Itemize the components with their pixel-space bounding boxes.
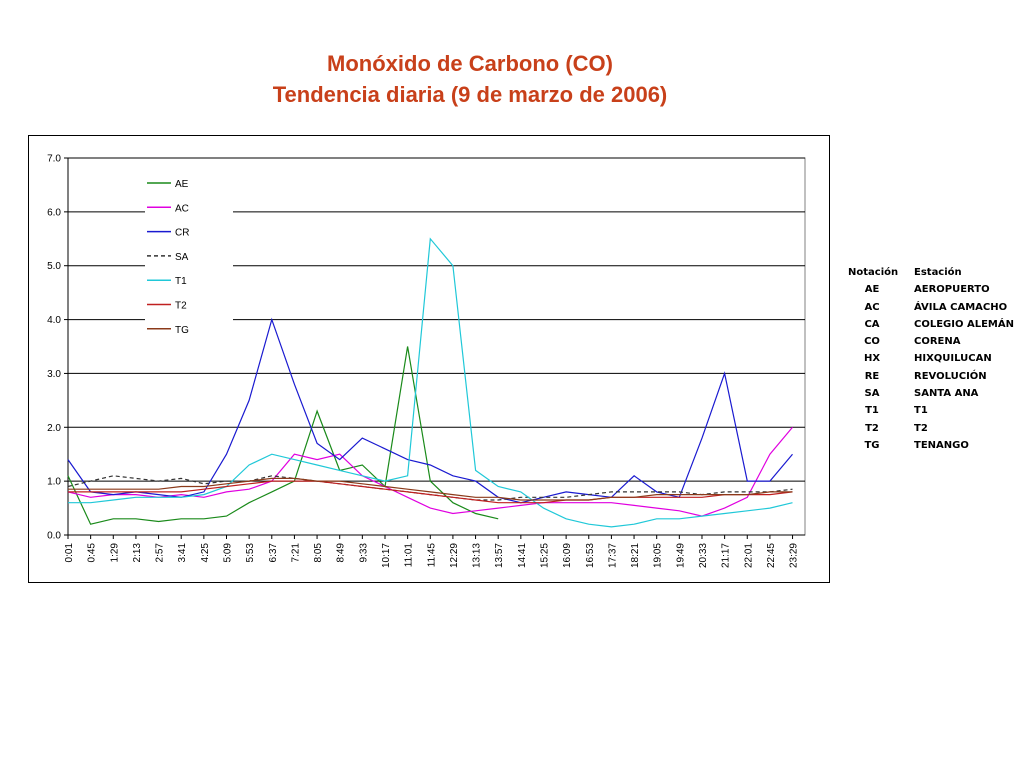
station-code: RE — [864, 370, 880, 382]
x-tick-label: 10:17 — [381, 543, 392, 568]
x-tick-label: 22:01 — [743, 543, 754, 568]
station-name: COLEGIO ALEMÁN — [914, 318, 1014, 330]
x-tick-label: 1:29 — [109, 543, 120, 563]
series-line-ac — [67, 426, 793, 517]
x-tick-label: 19:05 — [653, 543, 664, 568]
chart-svg: 0.0 1.0 2.0 3.0 4.0 5.0 6.0 7.0 0:01 0:45 1:29 2:13… — [47, 154, 806, 568]
series-line-ae — [67, 346, 499, 525]
legend-label-t2: T2 — [175, 301, 187, 312]
station-name: HIXQUILUCAN — [914, 353, 992, 365]
station-name: REVOLUCIÓN — [914, 370, 987, 382]
x-tick-label: 7:21 — [290, 543, 301, 563]
legend-box — [145, 169, 233, 344]
x-tick-label: 22:45 — [766, 543, 777, 568]
legend-label-t1: T1 — [175, 276, 187, 287]
x-tick-label: 19:49 — [675, 543, 686, 568]
x-tick-label: 4:25 — [200, 543, 211, 563]
legend-label-ae: AE — [175, 179, 189, 190]
station-name: CORENA — [914, 336, 961, 348]
x-tick-label: 16:53 — [585, 543, 596, 568]
station-name: T2 — [914, 422, 928, 434]
x-tick-label: 18:21 — [630, 543, 641, 568]
station-code: AC — [864, 301, 880, 313]
x-tick-label: 17:37 — [607, 543, 618, 568]
station-name: SANTA ANA — [914, 388, 979, 400]
x-tick-label: 5:53 — [245, 543, 256, 563]
x-tick-label: 14:41 — [517, 543, 528, 568]
legend-label-ac: AC — [175, 203, 189, 214]
chart-frame: 0.0 1.0 2.0 3.0 4.0 5.0 6.0 7.0 0:01 0:45 1:29 2:13… — [28, 135, 830, 583]
chart-title-line2: Tendencia diaria (9 de marzo de 2006) — [272, 82, 668, 107]
x-tick-label: 0:01 — [64, 543, 75, 563]
series-line-t2 — [68, 480, 793, 504]
x-tick-label: 13:13 — [472, 543, 483, 568]
station-code: CO — [864, 336, 880, 348]
y-tick-label: 5.0 — [47, 261, 61, 272]
y-tick-label: 0.0 — [47, 531, 61, 542]
header-code: Notación — [848, 267, 899, 278]
x-tick-label: 15:25 — [539, 543, 550, 568]
legend-label-tg: TG — [175, 325, 189, 336]
series-line-cr — [67, 317, 793, 504]
y-tick-label: 4.0 — [47, 315, 61, 326]
y-tick-label: 6.0 — [47, 207, 61, 218]
legend-label-sa: SA — [175, 252, 189, 263]
y-tick-label: 1.0 — [47, 477, 61, 488]
x-tick-label: 2:13 — [132, 543, 143, 563]
header-name: Estación — [914, 267, 962, 278]
series-line-t1 — [68, 237, 793, 528]
x-tick-label: 9:33 — [358, 543, 369, 563]
y-tick-label: 7.0 — [47, 154, 61, 165]
station-code: HX — [863, 353, 881, 365]
y-tick-label: 3.0 — [47, 369, 61, 380]
x-tick-label: 8:49 — [336, 543, 347, 563]
station-name: ÁVILA CAMACHO — [914, 301, 1008, 313]
x-tick-label: 13:57 — [494, 543, 505, 568]
station-code: TG — [864, 439, 880, 451]
station-name: TENANGO — [914, 439, 969, 451]
station-code: SA — [864, 388, 880, 400]
x-tick-label: 12:29 — [449, 543, 460, 568]
x-tick-label: 21:17 — [721, 543, 732, 568]
x-tick-label: 11:01 — [404, 543, 415, 568]
station-code: T1 — [865, 405, 879, 417]
x-tick-label: 5:09 — [222, 543, 233, 563]
station-code: CA — [864, 318, 880, 330]
x-tick-label: 23:29 — [789, 543, 800, 568]
x-tick-label: 3:41 — [177, 543, 188, 563]
x-tick-label: 8:05 — [313, 543, 324, 563]
y-tick-label: 2.0 — [47, 423, 61, 434]
x-tick-label: 20:33 — [698, 543, 709, 568]
series-line-tg — [68, 477, 793, 501]
x-tick-label: 6:37 — [268, 543, 279, 563]
station-name: AEROPUERTO — [914, 284, 990, 296]
x-tick-label: 2:57 — [155, 543, 166, 563]
chart-title-line1: Monóxido de Carbono (CO) — [327, 51, 613, 76]
legend-label-cr: CR — [175, 228, 189, 239]
x-tick-label: 16:09 — [562, 543, 573, 568]
station-name: T1 — [914, 405, 928, 417]
x-tick-label: 11:45 — [426, 543, 437, 568]
station-code: AE — [864, 284, 880, 296]
x-tick-label: 0:45 — [87, 543, 98, 563]
station-code: T2 — [865, 422, 879, 434]
